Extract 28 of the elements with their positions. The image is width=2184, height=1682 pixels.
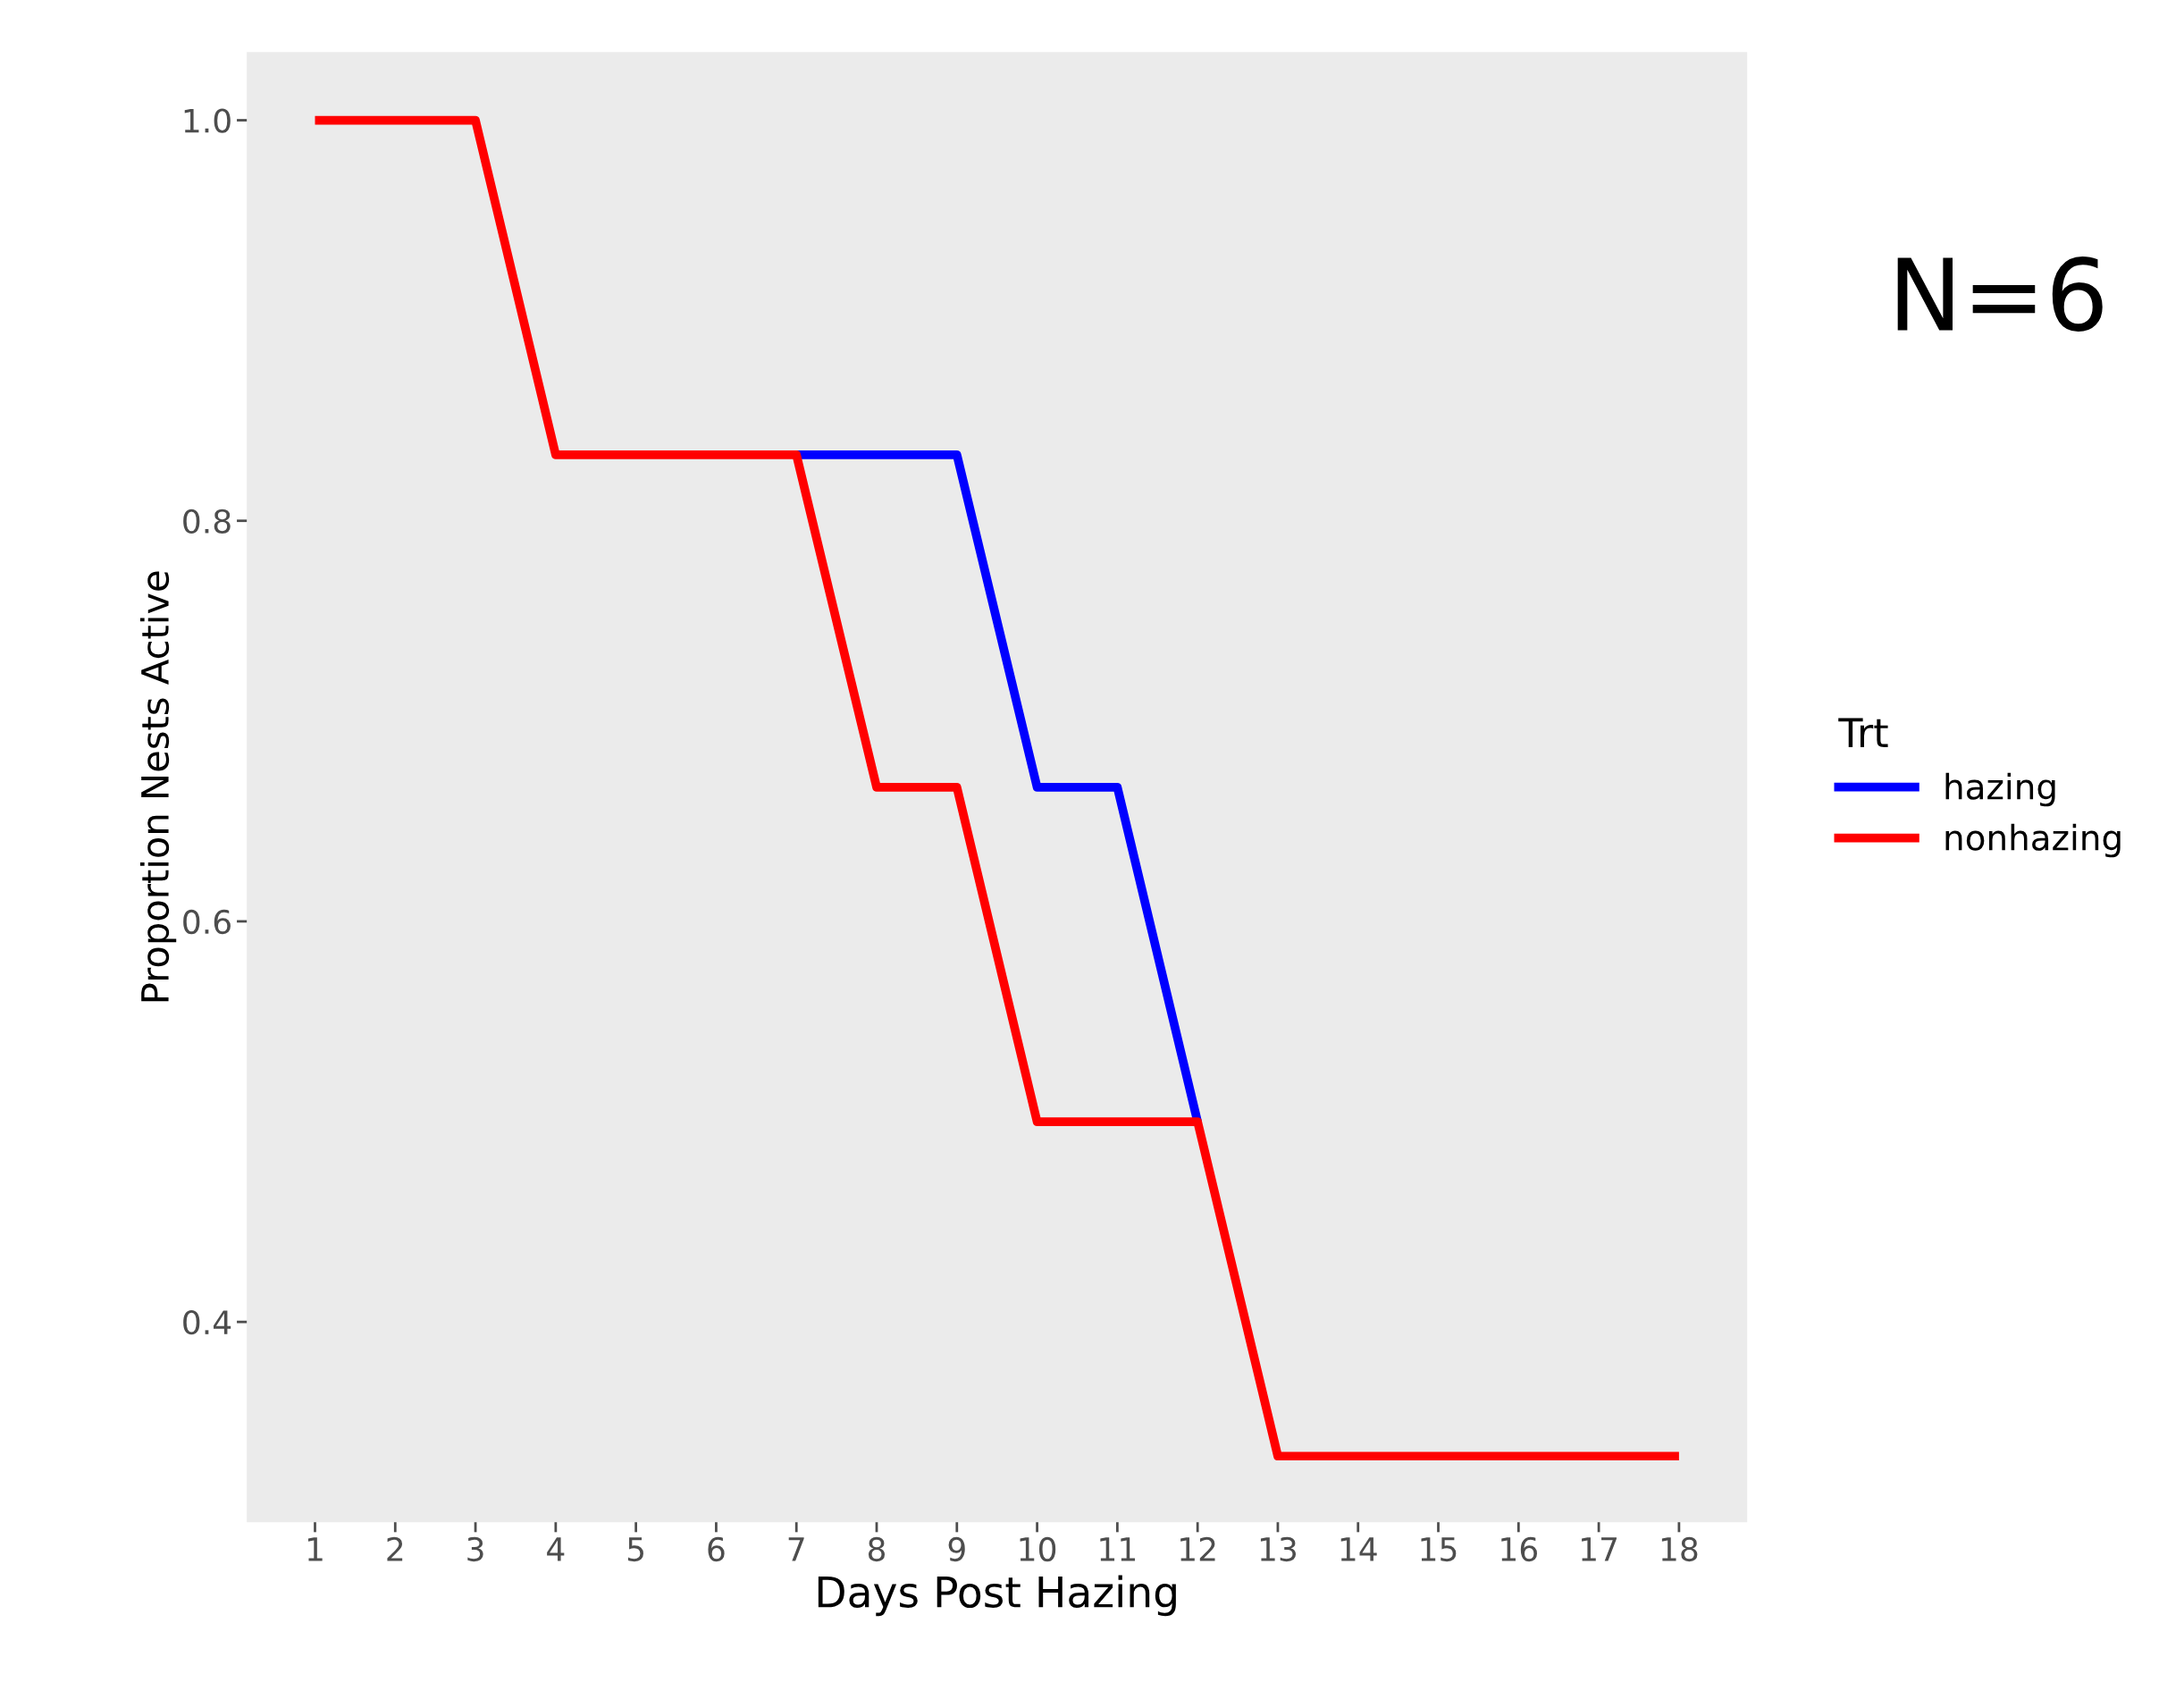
legend-title: Trt [1838, 718, 1888, 747]
x-tick-label: 17 [1582, 1537, 1617, 1561]
legend-label: nonhazing [1945, 823, 2121, 858]
x-tick-label: 1 [307, 1537, 323, 1561]
x-axis-title: Days Post Hazing [818, 1575, 1176, 1617]
text: N=6 [1897, 256, 2103, 332]
y-tick-label: 0.4 [183, 1310, 231, 1335]
x-tick-label: 7 [788, 1537, 804, 1561]
x-tick-label: 4 [547, 1537, 565, 1561]
x-tick-label: 6 [708, 1536, 725, 1562]
y-axis-title: Proportion Nests Active [139, 571, 177, 1002]
y-tick-label: 0.8 [183, 509, 231, 534]
x-tick-label: 12 [1180, 1536, 1215, 1561]
x-tick-label: 18 [1661, 1536, 1698, 1562]
x-tick-label: 10 [1020, 1536, 1056, 1562]
x-tick-label: 11 [1100, 1537, 1136, 1561]
x-tick-label: 3 [467, 1536, 483, 1562]
x-tick-label: 2 [387, 1536, 403, 1561]
legend-label: hazing [1945, 772, 2055, 807]
x-tick-label: 8 [868, 1536, 886, 1562]
x-tick-label: 13 [1260, 1536, 1297, 1562]
y-tick-label: 0.6 [183, 909, 231, 935]
x-tick-label: 15 [1421, 1537, 1457, 1562]
x-tick-label: 9 [948, 1536, 965, 1562]
x-tick-label: 5 [627, 1537, 643, 1562]
y-tick-label: 1.0 [184, 108, 231, 133]
x-tick-label: 16 [1501, 1536, 1538, 1562]
x-tick-label: 14 [1340, 1537, 1377, 1561]
